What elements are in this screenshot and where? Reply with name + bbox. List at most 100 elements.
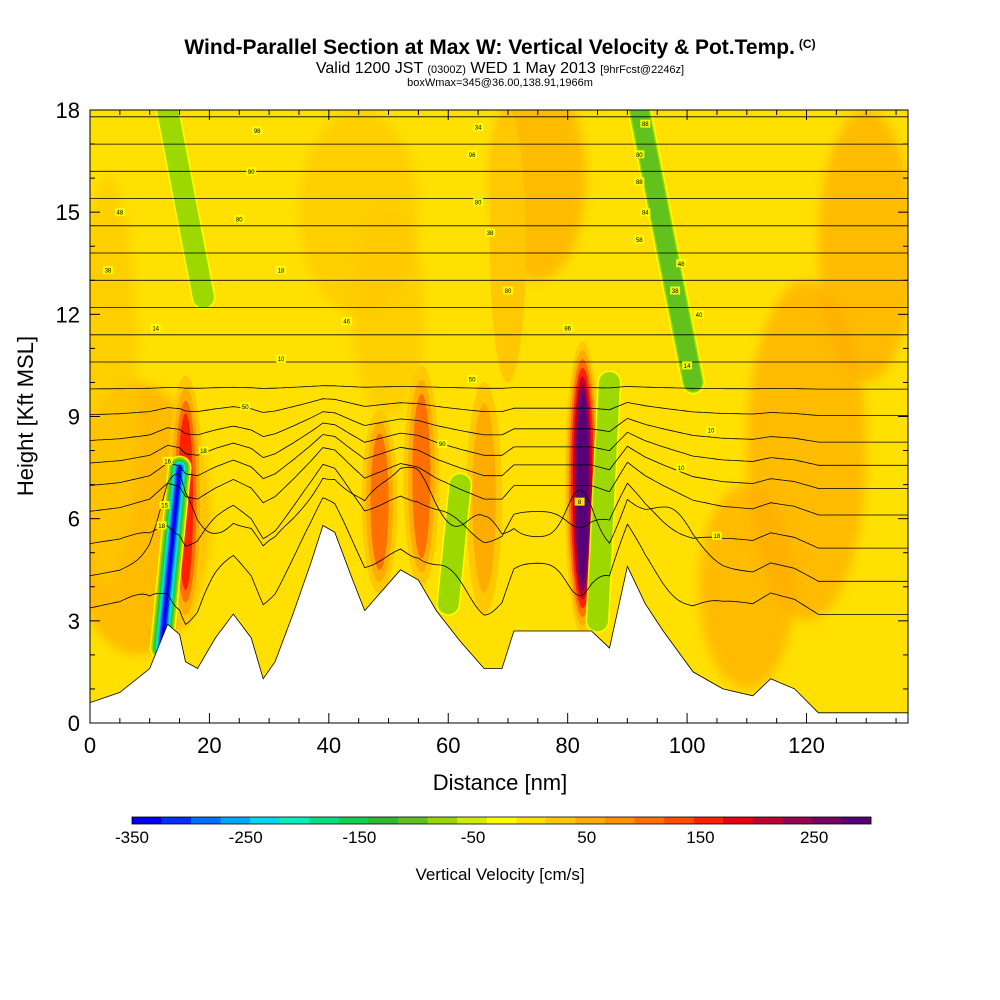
contour-label-bg	[467, 150, 478, 159]
weak-updraft-area	[90, 178, 138, 587]
contour-label: 90	[439, 442, 446, 448]
valid-utc: (0300Z)	[427, 64, 466, 76]
contour-label: 18	[714, 534, 721, 540]
contour-label-bg	[437, 439, 448, 448]
contour-label: 96	[469, 153, 476, 159]
colorbar-swatch	[516, 817, 547, 824]
colorbar-swatch	[782, 817, 813, 824]
colorbar-swatch	[634, 817, 665, 824]
colorbar-swatch	[338, 817, 369, 824]
y-tick-label: 0	[68, 711, 80, 736]
contour-label: 14	[152, 326, 159, 332]
contour-label-bg	[240, 402, 251, 411]
contour-label: 10	[278, 357, 285, 363]
contour-label: 18	[200, 449, 207, 455]
colorbar-swatch	[811, 817, 842, 824]
weak-updraft-area	[699, 484, 795, 689]
colorbar-tick-label: 150	[686, 828, 714, 847]
contour-label: 46	[343, 320, 350, 326]
colorbar-swatch	[368, 817, 399, 824]
colorbar-tick-label: -350	[115, 828, 149, 847]
colorbar-tick-label: 50	[577, 828, 596, 847]
x-tick-label: 80	[555, 733, 579, 758]
valid-time-line: Valid 1200 JST (0300Z) WED 1 May 2013 [9…	[0, 60, 1000, 78]
contour-label: 10	[678, 466, 685, 472]
contour-label-bg	[467, 375, 478, 384]
terrain	[89, 524, 909, 724]
contour-label-bg	[473, 197, 484, 206]
contour-label-bg	[341, 317, 352, 326]
contour-label: 8	[578, 500, 582, 506]
colorbar-swatch	[752, 817, 783, 824]
colorbar-swatch	[841, 817, 872, 824]
contour-label-bg	[694, 310, 705, 319]
colorbar-swatch	[457, 817, 488, 824]
contour-label-bg	[473, 123, 484, 132]
contour-label-bg	[640, 208, 651, 217]
x-tick-label: 20	[197, 733, 221, 758]
colorbar-swatch	[398, 817, 428, 824]
contour-label-bg	[705, 426, 716, 435]
forecast-info: [9hrFcst@2246z]	[600, 64, 685, 76]
theta-contour	[90, 447, 908, 516]
contour-label: 18	[158, 524, 165, 530]
contour-label: 90	[248, 170, 255, 176]
contour-label-bg	[150, 323, 161, 332]
theta-contour	[90, 466, 908, 582]
colorbar-tick-label: -250	[229, 828, 263, 847]
colorbar: -350 -250 -150 -50 50 150 250	[115, 816, 872, 847]
contour-label: 34	[475, 126, 482, 132]
colorbar-swatch	[693, 817, 724, 824]
colorbar-swatch	[604, 817, 635, 824]
contour-label-bg	[640, 119, 651, 128]
valid-date: WED 1 May 2013	[470, 60, 596, 77]
colorbar-frame	[131, 816, 872, 825]
contour-label-bg	[711, 531, 722, 540]
contour-label: 40	[696, 313, 703, 319]
theta-contour	[90, 464, 908, 549]
colorbar-swatch	[220, 817, 251, 824]
contour-label: 80	[505, 289, 512, 295]
contour-labels: 48 38 14 98 90 80 18 46 10 50 18 16 15 18 34 96 80 38 80 50…	[102, 119, 722, 540]
y-tick-label: 6	[68, 507, 80, 532]
axes: 0 20 40 60 80 100 120 0 3 6 9 12 15 18	[56, 98, 908, 758]
contour-label-bg	[198, 446, 209, 455]
x-tick-label: 40	[317, 733, 341, 758]
copyright-mark: (C)	[798, 37, 816, 51]
contour-label-bg	[670, 286, 681, 295]
chart-title-text: Wind-Parallel Section at Max W: Vertical…	[184, 36, 795, 59]
colorbar-tick-label: 250	[800, 828, 828, 847]
contour-label: 16	[164, 459, 171, 465]
updraft-core	[490, 110, 526, 383]
contour-label: 48	[117, 211, 124, 217]
contour-label: 38	[487, 231, 494, 237]
contour-label: 15	[161, 504, 168, 510]
contour-label: 10	[708, 429, 715, 435]
colorbar-swatch	[309, 817, 340, 824]
contour-label: 50	[469, 378, 476, 384]
contour-label: 86	[564, 326, 571, 332]
contour-label-bg	[159, 501, 170, 510]
y-tick-label: 9	[68, 405, 80, 430]
contour-label: 88	[636, 180, 643, 186]
x-tick-label: 120	[788, 733, 825, 758]
x-axis-label: Distance [nm]	[433, 770, 568, 795]
contour-label-bg	[114, 208, 125, 217]
y-tick-label: 18	[56, 98, 80, 123]
contour-label: 50	[242, 405, 249, 411]
colorbar-swatch	[191, 817, 221, 824]
contour-label-bg	[485, 228, 496, 237]
theta-contour	[90, 398, 908, 416]
downdraft-band	[157, 110, 214, 308]
contour-label-bg	[102, 266, 113, 275]
contour-label: 14	[684, 364, 691, 370]
colorbar-swatch	[132, 817, 162, 824]
contour-label-bg	[246, 167, 257, 176]
y-axis-label: Height [Kft MSL]	[13, 336, 38, 496]
contour-label: 38	[672, 289, 679, 295]
updraft-core	[412, 393, 431, 559]
contour-label-bg	[676, 463, 687, 472]
contour-label: 38	[105, 269, 112, 275]
colorbar-swatch	[723, 817, 754, 824]
